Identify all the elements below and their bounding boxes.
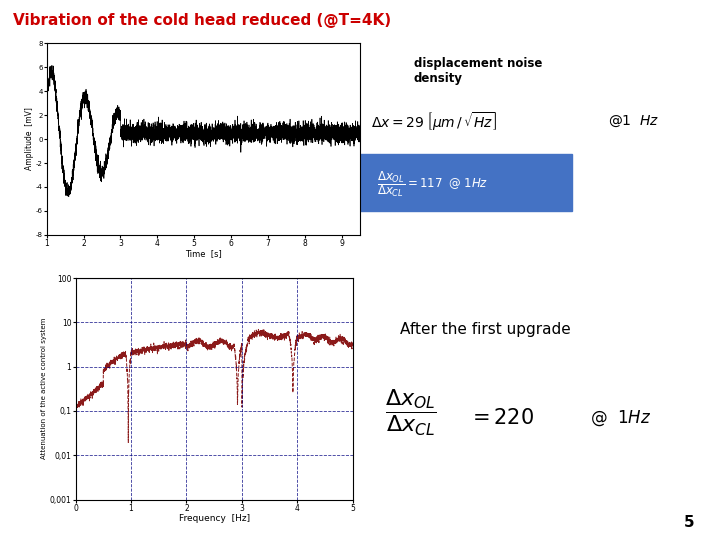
Text: $\Delta x = 29\;\left[\mu m\,/\,\sqrt{Hz}\right]$: $\Delta x = 29\;\left[\mu m\,/\,\sqrt{Hz… <box>371 111 498 132</box>
X-axis label: Frequency  [Hz]: Frequency [Hz] <box>179 514 250 523</box>
Y-axis label: Attenuation of the active control system: Attenuation of the active control system <box>41 318 47 460</box>
Text: $= 220$: $= 220$ <box>468 408 534 429</box>
Text: $\dfrac{\Delta x_{OL}}{\Delta x_{CL}}=117$$\;\;$@ 1$Hz$: $\dfrac{\Delta x_{OL}}{\Delta x_{CL}}=11… <box>377 168 488 199</box>
Text: 5: 5 <box>684 515 695 530</box>
Text: Vibration of the cold head reduced (@T=4K): Vibration of the cold head reduced (@T=4… <box>13 14 391 29</box>
Text: displacement noise
density: displacement noise density <box>414 57 542 85</box>
Text: @  1$Hz$: @ 1$Hz$ <box>590 409 652 428</box>
Text: @1  $Hz$: @1 $Hz$ <box>608 114 660 129</box>
X-axis label: Time  [s]: Time [s] <box>185 249 222 259</box>
FancyBboxPatch shape <box>360 154 572 211</box>
Y-axis label: Amplitude  [mV]: Amplitude [mV] <box>25 107 35 171</box>
Text: $\dfrac{\Delta x_{OL}}{\Delta x_{CL}}$: $\dfrac{\Delta x_{OL}}{\Delta x_{CL}}$ <box>385 388 437 438</box>
Text: After the first upgrade: After the first upgrade <box>400 322 570 337</box>
